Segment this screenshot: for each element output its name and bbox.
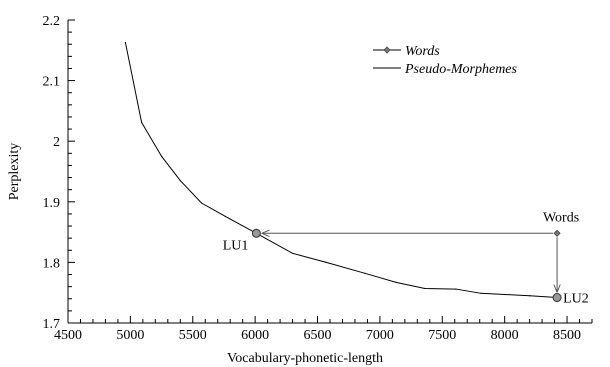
x-tick-label: 5000 (116, 328, 144, 343)
data-point (325, 261, 327, 263)
data-point (200, 202, 203, 204)
x-axis-label: Vocabulary-phonetic-length (227, 351, 383, 366)
x-tick-label: 6500 (304, 328, 332, 343)
annotation-lu1: LU1 (223, 238, 249, 253)
data-point (141, 121, 143, 124)
data-point (160, 155, 163, 157)
data-point (291, 252, 294, 254)
legend: Words Pseudo-Morphemes (373, 44, 518, 77)
data-point (424, 287, 426, 290)
arrow-layer (262, 233, 557, 291)
words-diamond-marker (553, 229, 561, 237)
annotation-layer: Words LU1 LU2 (223, 210, 589, 306)
data-point (124, 41, 126, 44)
lu1-marker (251, 228, 261, 238)
y-tick-label: 1.9 (43, 196, 61, 211)
marker-layer (251, 228, 562, 303)
annotation-lu2: LU2 (563, 292, 589, 307)
series-line-pseudo-morphemes (124, 42, 558, 299)
x-tick-label: 7000 (366, 328, 394, 343)
data-point (179, 179, 181, 182)
data-point (364, 272, 366, 274)
x-tick-label: 5500 (179, 328, 207, 343)
series-layer (124, 41, 558, 299)
annotation-words: Words (543, 210, 579, 225)
legend-words-label: Words (405, 44, 440, 59)
y-tick-label: 1.7 (43, 317, 61, 332)
data-point (224, 215, 226, 217)
x-tick-label: 8000 (491, 328, 519, 343)
y-tick-label: 1.8 (43, 256, 61, 271)
data-point (529, 295, 531, 297)
x-tick-label: 8500 (553, 328, 581, 343)
x-tick-label: 4500 (54, 328, 82, 343)
data-point (504, 293, 506, 296)
data-point (480, 292, 482, 294)
legend-pseudo-morphemes-label: Pseudo-Morphemes (404, 62, 518, 77)
y-tick-label: 2.2 (43, 14, 61, 29)
y-tick-label: 2 (53, 135, 60, 150)
y-axis-label: Perplexity (7, 143, 22, 201)
data-point (395, 281, 397, 283)
x-tick-label: 6000 (241, 328, 269, 343)
data-point (455, 288, 457, 290)
y-axis-ticks: 1.7 1.8 1.9 2 2.1 2.2 (43, 14, 75, 332)
legend-words-marker (383, 46, 391, 54)
y-tick-label: 2.1 (43, 75, 61, 90)
x-tick-label: 7500 (428, 328, 456, 343)
x-axis-ticks: 4500 5000 5500 6000 6500 7000 7500 8000 8500 (54, 316, 593, 343)
lu2-marker (552, 293, 562, 303)
